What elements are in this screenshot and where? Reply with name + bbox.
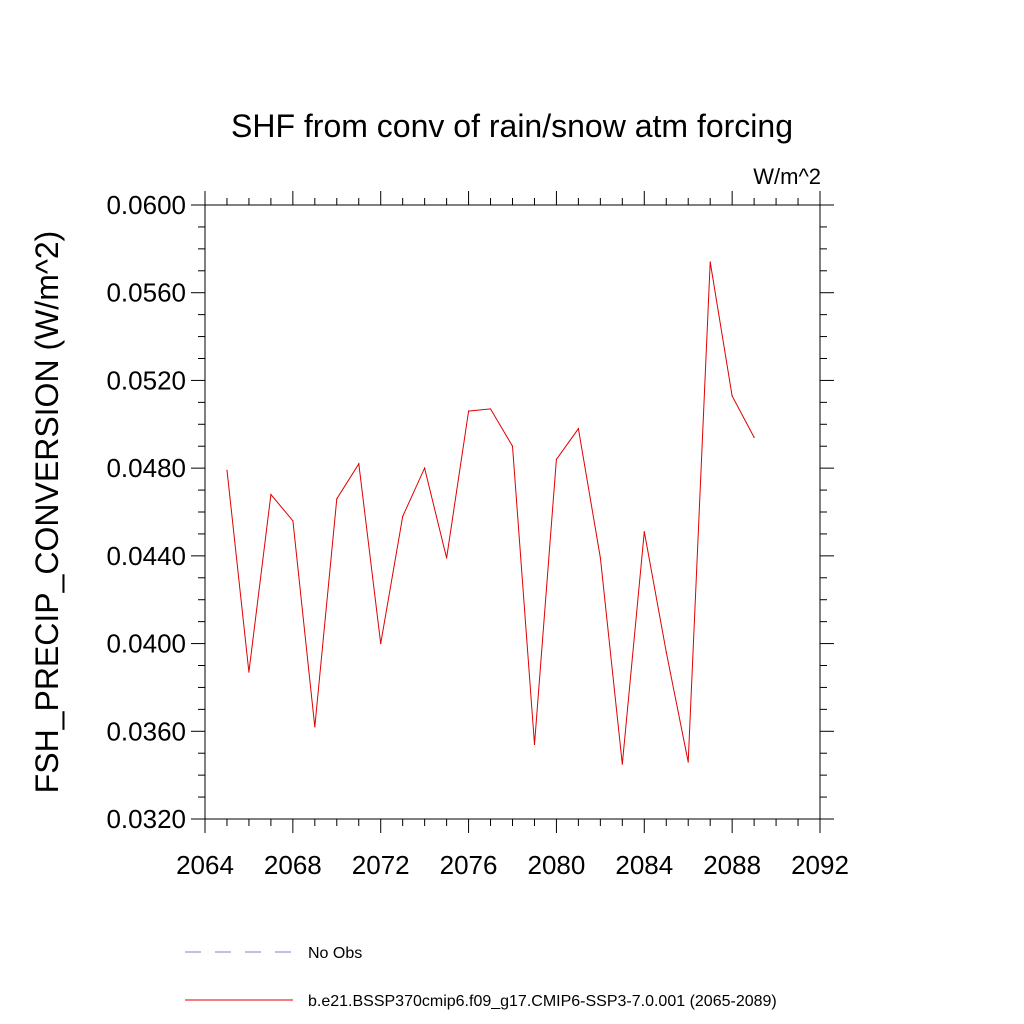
y-tick-label: 0.0520 [106,365,186,395]
legend-label: b.e21.BSSP370cmip6.f09_g17.CMIP6-SSP3-7.… [308,993,777,1010]
data-point [687,761,689,763]
data-point [533,743,536,746]
data-point [599,557,601,559]
data-point [226,469,228,471]
chart-title: SHF from conv of rain/snow atm forcing [231,108,793,144]
y-tick-label: 0.0440 [106,541,186,571]
series-line [226,261,755,765]
plot-border [204,204,821,820]
data-point [753,436,755,439]
y-axis-label: FSH_PRECIP_CONVERSION (W/m^2) [29,231,65,794]
legend-label: No Obs [308,945,362,962]
data-point [643,531,645,533]
data-point [248,671,250,673]
data-point [709,261,711,263]
x-tick-label: 2076 [440,850,498,880]
data-point [314,726,316,728]
y-tick-label: 0.0480 [106,453,186,483]
data-point [731,395,733,397]
data-point [292,520,294,522]
data-point [402,515,404,517]
plot-frame [204,204,821,820]
data-point [380,642,382,645]
y-tick-label: 0.0600 [106,190,186,220]
x-tick-label: 2084 [615,850,673,880]
data-point [467,410,470,412]
data-point [358,463,360,465]
y-tick-label: 0.0400 [106,629,186,659]
x-tick-label: 2088 [703,850,761,880]
data-point [621,763,623,765]
x-tick-label: 2068 [264,850,322,880]
units-label: W/m^2 [753,164,821,189]
series-layer [226,261,755,765]
y-axis: 0.0320 0.0360 0.0400 0.0440 0.0480 0.0520 0.05… [106,190,834,834]
y-tick-label: 0.0560 [106,278,186,308]
data-point [555,458,558,460]
data-point [446,557,448,559]
x-tick-label: 2072 [352,850,410,880]
x-tick-label: 2064 [176,850,234,880]
y-tick-label: 0.0320 [106,804,186,834]
x-tick-label: 2092 [791,850,849,880]
legend: No Obs b.e21.BSSP370cmip6.f09_g17.CMIP6-S… [185,945,777,1010]
data-point [424,467,426,469]
x-axis: 2064 2068 2072 2076 2080 2084 2088 2092 [176,191,849,880]
data-point [489,408,492,410]
y-tick-label: 0.0360 [106,716,186,746]
data-point [336,498,338,500]
x-tick-label: 2080 [528,850,586,880]
data-point [270,493,272,496]
data-point [511,445,514,447]
data-point [577,428,579,430]
data-point [665,651,667,653]
